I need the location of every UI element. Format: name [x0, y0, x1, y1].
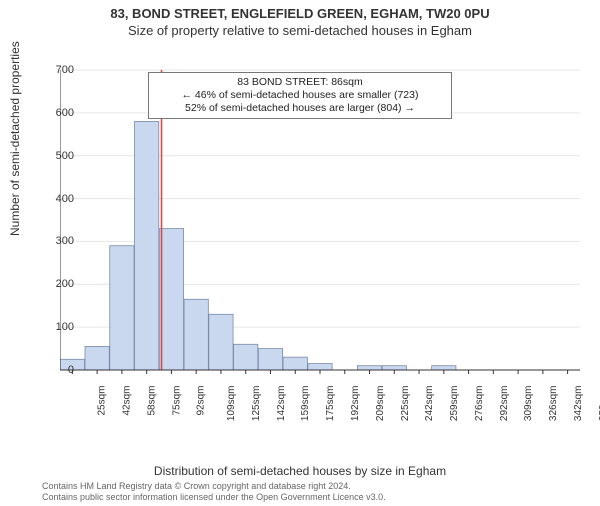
x-tick-label: 58sqm [146, 386, 157, 416]
x-tick-label: 142sqm [276, 386, 287, 422]
x-tick-label: 225sqm [400, 386, 411, 422]
x-tick-label: 276sqm [474, 386, 485, 422]
footer-attribution: Contains HM Land Registry data © Crown c… [42, 481, 386, 502]
x-tick-label: 25sqm [97, 386, 108, 416]
y-tick-label: 500 [44, 150, 74, 162]
page-title-sub: Size of property relative to semi-detach… [0, 23, 600, 38]
callout-box: 83 BOND STREET: 86sqm ← 46% of semi-deta… [148, 72, 452, 119]
x-axis-label: Distribution of semi-detached houses by … [0, 464, 600, 478]
x-tick-label: 309sqm [523, 386, 534, 422]
y-tick-label: 300 [44, 235, 74, 247]
y-tick-label: 400 [44, 193, 74, 205]
y-tick-label: 100 [44, 321, 74, 333]
x-tick-label: 125sqm [251, 386, 262, 422]
x-tick-label: 242sqm [424, 386, 435, 422]
x-tick-label: 175sqm [325, 386, 336, 422]
x-tick-label: 259sqm [449, 386, 460, 422]
x-tick-label: 92sqm [196, 386, 207, 416]
x-tick-label: 326sqm [548, 386, 559, 422]
y-axis-label: Number of semi-detached properties [8, 41, 22, 236]
y-tick-label: 600 [44, 107, 74, 119]
x-tick-label: 192sqm [350, 386, 361, 422]
page-title-address: 83, BOND STREET, ENGLEFIELD GREEN, EGHAM… [0, 6, 600, 21]
x-tick-label: 109sqm [226, 386, 237, 422]
x-tick-label: 42sqm [122, 386, 133, 416]
chart-area: 83 BOND STREET: 86sqm ← 46% of semi-deta… [60, 50, 580, 420]
y-tick-label: 200 [44, 278, 74, 290]
x-tick-label: 159sqm [301, 386, 312, 422]
x-tick-label: 209sqm [375, 386, 386, 422]
footer-line1: Contains HM Land Registry data © Crown c… [42, 481, 386, 491]
y-tick-label: 700 [44, 64, 74, 76]
footer-line2: Contains public sector information licen… [42, 492, 386, 502]
callout-line2: ← 46% of semi-detached houses are smalle… [155, 89, 445, 102]
callout-line1: 83 BOND STREET: 86sqm [155, 76, 445, 89]
callout-line3: 52% of semi-detached houses are larger (… [155, 102, 445, 115]
x-tick-label: 342sqm [573, 386, 584, 422]
x-tick-label: 292sqm [499, 386, 510, 422]
y-tick-label: 0 [44, 364, 74, 376]
x-tick-label: 75sqm [171, 386, 182, 416]
